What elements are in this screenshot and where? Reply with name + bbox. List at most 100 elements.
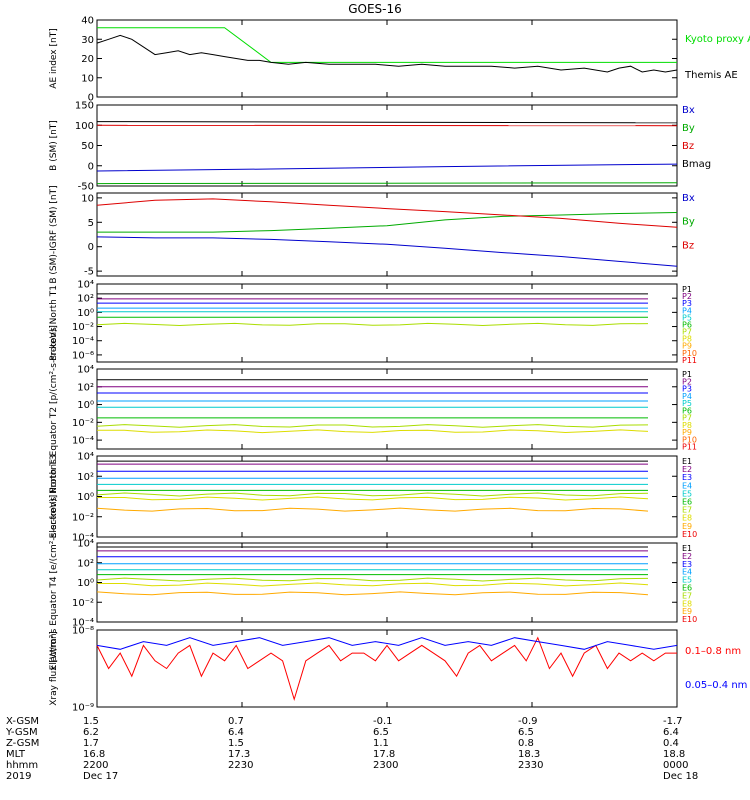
legend-entry: E7 (682, 506, 692, 515)
legend-entry: Bx (682, 193, 695, 204)
y-axis-label: Electrons Equator T4 [e/(cm²-s-sr-keV)] (49, 495, 59, 671)
series-line-1 (96, 637, 678, 650)
panel-frame (96, 104, 678, 187)
legend-entry: P5 (682, 399, 692, 408)
legend-entry: E8 (682, 514, 692, 523)
legend-entry: P6 (682, 406, 692, 415)
ephemeris-value: 17.3 (228, 749, 251, 760)
ephemeris-value: 0.4 (663, 738, 679, 749)
y-tick-label: 5 (88, 218, 94, 229)
y-axis-label: Electrons North T3 (49, 455, 59, 539)
ephemeris-value: -1.7 (663, 716, 683, 727)
ephemeris-row-label: hhmm (6, 760, 39, 771)
ephemeris-value: 1.7 (83, 738, 99, 749)
legend-entry: Themis AE (684, 70, 738, 81)
legend-entry: P2 (682, 377, 692, 386)
y-tick-label: 10⁻⁸ (72, 626, 94, 637)
legend-entry: P9 (682, 342, 692, 351)
legend-entry: P8 (682, 421, 692, 430)
legend-entry: E9 (682, 522, 692, 531)
panel-frame (96, 283, 678, 363)
y-tick-label: 10⁻⁴ (72, 436, 94, 447)
ephemeris-value: 17.8 (373, 749, 396, 760)
channel-line-e8 (97, 496, 649, 501)
ephemeris-value: 6.4 (663, 727, 679, 738)
legend-entry: P4 (682, 306, 692, 315)
y-axis-label: Protons North T1 (49, 285, 59, 361)
y-tick-label: 10⁻² (72, 418, 94, 429)
legend-entry: 0.1–0.8 nm (685, 646, 741, 657)
y-tick-label: 10⁰ (77, 400, 94, 411)
legend-entry: Bz (682, 240, 694, 251)
y-tick-label: 10⁻⁹ (72, 703, 94, 714)
ephemeris-value: 16.8 (83, 749, 106, 760)
legend-entry: P11 (682, 443, 697, 452)
ephemeris-value: Dec 18 (663, 771, 699, 782)
ephemeris-value: 18.8 (663, 749, 686, 760)
legend-entry: By (682, 217, 695, 228)
legend-entry: P1 (682, 370, 692, 379)
y-axis-label: Protons Equator T2 [p/(cm²-s-sr-keV)] (49, 325, 59, 493)
channel-line-p7 (96, 322, 649, 327)
y-tick-label: 10⁻⁴ (72, 336, 94, 347)
panel-bsm: -50 0 50 100 150 B (SM) [nT] Bx By Bz Bmag (49, 101, 711, 193)
panel-frame (96, 542, 678, 623)
legend-entry: P6 (682, 320, 692, 329)
legend-entry: By (682, 123, 695, 134)
ephemeris-value: 1.5 (83, 716, 99, 727)
y-tick-label: 10⁴ (77, 539, 94, 550)
legend-entry: P5 (682, 313, 692, 322)
ephemeris-value: 2230 (228, 760, 254, 771)
channel-line-e7 (96, 577, 649, 582)
ephemeris-value: 1.5 (228, 738, 244, 749)
ephemeris-value: 0.7 (228, 716, 244, 727)
legend-entry: E5 (682, 489, 692, 498)
legend-entry: E3 (682, 473, 692, 482)
ephemeris-row-label: X-GSM (6, 716, 40, 727)
legend-entry: E4 (682, 568, 692, 577)
legend-entry: E10 (682, 530, 697, 539)
y-tick-label: 10⁰ (77, 308, 94, 319)
series-line-0 (97, 27, 677, 63)
series-line-1 (97, 212, 678, 233)
y-tick-label: 10² (77, 558, 94, 569)
legend-entry: P2 (682, 292, 692, 301)
legend-entry: E9 (682, 607, 692, 616)
y-tick-label: 20 (81, 54, 94, 65)
legend-entry: P1 (682, 285, 692, 294)
panel-frame (96, 629, 678, 708)
channel-line-p7 (96, 424, 649, 428)
y-tick-label: 0 (88, 93, 94, 104)
legend-entry: P7 (682, 328, 692, 337)
ephemeris-row-label: Z-GSM (6, 738, 40, 749)
panel-xray: 10⁻⁸ 10⁻⁹ Xray flux [W/m²] 0.1–0.8 nm 0.05–0… (49, 626, 747, 714)
series-line-1 (96, 182, 678, 185)
legend-entry: P10 (682, 349, 697, 358)
legend-entry: E2 (682, 552, 692, 561)
y-tick-label: 30 (81, 35, 94, 46)
y-tick-label: 10 (81, 73, 94, 84)
legend-entry: E10 (682, 615, 697, 624)
legend-entry: P7 (682, 414, 692, 423)
legend-entry: E5 (682, 576, 692, 585)
legend-entry: E8 (682, 599, 692, 608)
legend-entry: P9 (682, 428, 692, 437)
panel-e_equator: 10⁴ 10² 10⁰ 10⁻² 10⁻⁴ Electrons Equator T4 [e… (49, 495, 697, 671)
legend-entry: P3 (682, 299, 692, 308)
legend-entry: E1 (682, 457, 692, 466)
panel-frame (96, 192, 678, 277)
ephemeris-value: -0.9 (518, 716, 538, 727)
ephemeris-row-label: 2019 (6, 771, 32, 782)
channel-line-p8 (97, 429, 649, 434)
ephemeris-value: 2330 (518, 760, 544, 771)
legend-entry: E3 (682, 560, 692, 569)
legend-entry: P4 (682, 392, 692, 401)
channel-line-e9 (96, 507, 649, 512)
legend-entry: Bx (682, 105, 695, 116)
y-axis-label: AE index [nT] (49, 28, 59, 88)
y-tick-label: 10² (77, 472, 94, 483)
ephemeris-value: 2200 (83, 760, 109, 771)
